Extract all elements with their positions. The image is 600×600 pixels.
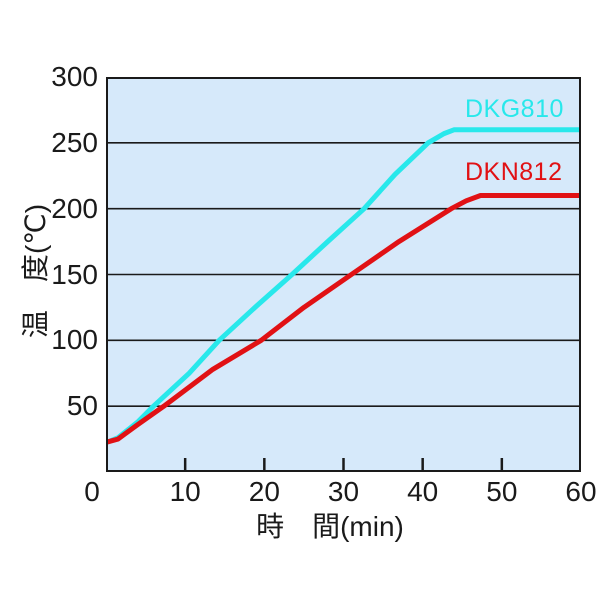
gridlines [106,142,581,407]
y-tick-label: 200 [51,192,98,224]
series-label-dkn812: DKN812 [465,158,563,186]
y-tick-label: 250 [51,126,98,158]
y-axis-title: 温 度(℃) [20,203,51,339]
y-tick-label: 100 [51,324,98,356]
plot-area [106,77,581,472]
plot-border [106,77,581,472]
x-tick-label: 50 [486,476,518,507]
x-tick-label: 20 [248,476,280,507]
x-tick-label: 10 [169,476,201,507]
x-tick-label: 60 [565,476,597,507]
series-label-dkg810: DKG810 [465,95,564,123]
series-lines [106,127,581,445]
y-tick-label: 300 [51,61,98,92]
y-tick-label: 50 [66,390,98,422]
x-axis-tick-marks [183,458,504,470]
x-tick-label: 0 [84,476,100,507]
series-line-dkn812 [106,193,581,445]
x-axis-title: 時 間(min) [256,511,404,542]
y-tick-label: 150 [51,258,98,290]
x-tick-label: 40 [407,476,439,507]
x-tick-label: 30 [327,476,360,507]
series-line-dkg810 [106,127,581,445]
